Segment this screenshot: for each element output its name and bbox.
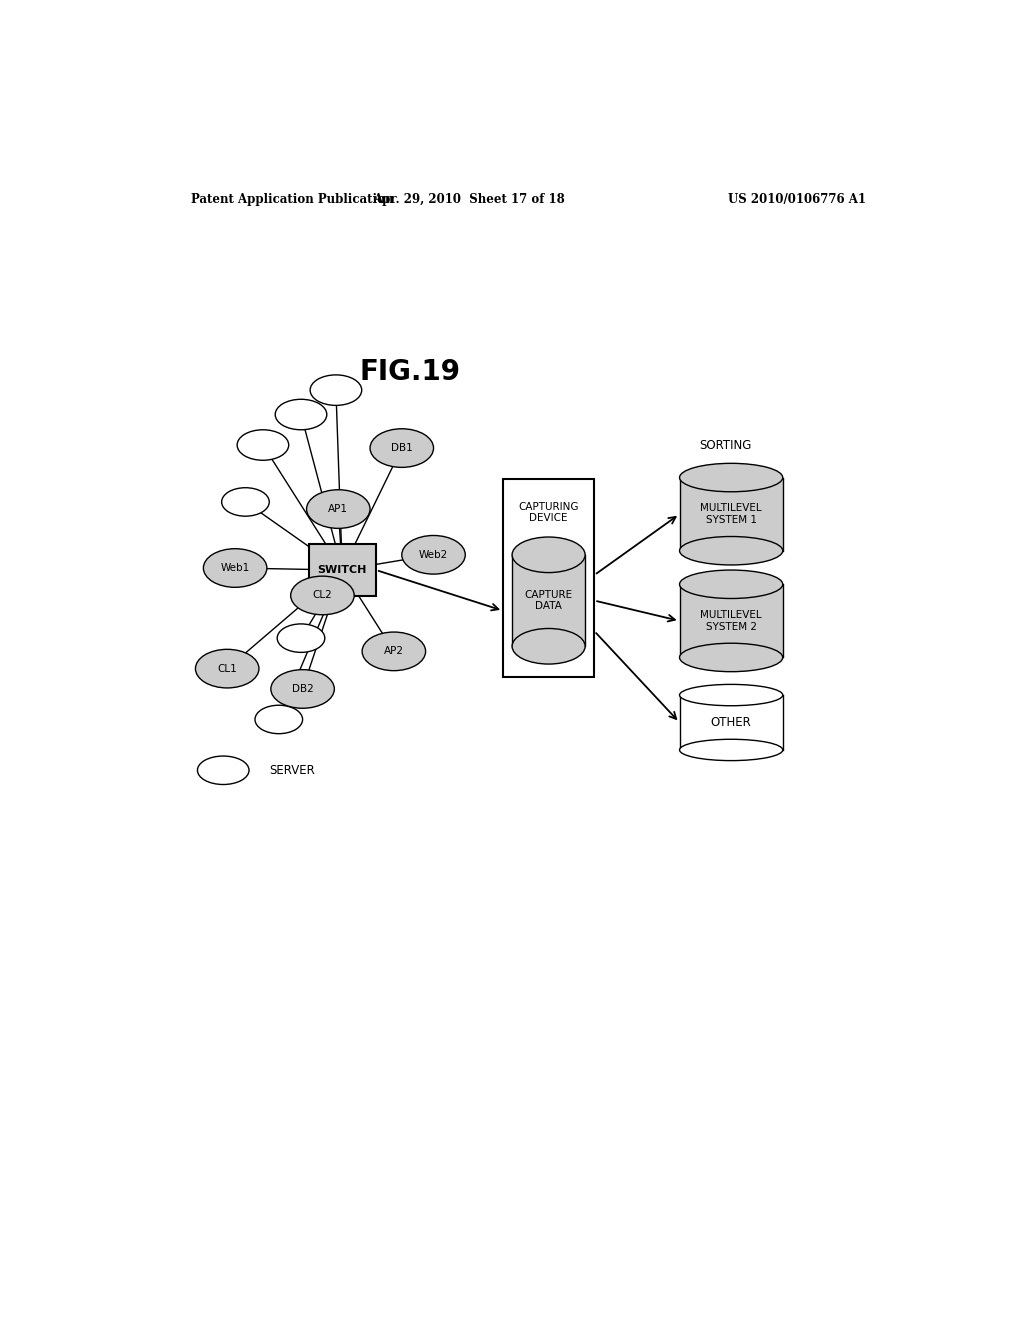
Text: OTHER: OTHER <box>711 715 752 729</box>
Text: Web2: Web2 <box>419 550 449 560</box>
Ellipse shape <box>680 463 782 492</box>
Ellipse shape <box>196 649 259 688</box>
Ellipse shape <box>255 705 303 734</box>
Ellipse shape <box>306 490 370 528</box>
Text: SORTING: SORTING <box>699 438 752 451</box>
Text: DB2: DB2 <box>292 684 313 694</box>
Text: DB1: DB1 <box>391 444 413 453</box>
Text: CAPTURE
DATA: CAPTURE DATA <box>524 590 572 611</box>
Ellipse shape <box>270 669 334 709</box>
Text: SWITCH: SWITCH <box>317 565 367 576</box>
Text: AP1: AP1 <box>329 504 348 513</box>
Text: Web1: Web1 <box>220 564 250 573</box>
Bar <box>680 478 782 550</box>
Bar <box>512 554 585 647</box>
Text: US 2010/0106776 A1: US 2010/0106776 A1 <box>728 193 866 206</box>
Ellipse shape <box>362 632 426 671</box>
Ellipse shape <box>291 576 354 615</box>
Ellipse shape <box>238 430 289 461</box>
Ellipse shape <box>680 643 782 672</box>
Text: AP2: AP2 <box>384 647 403 656</box>
Ellipse shape <box>512 537 585 573</box>
Ellipse shape <box>310 375 361 405</box>
Bar <box>308 544 376 597</box>
Ellipse shape <box>221 487 269 516</box>
Text: FIG.19: FIG.19 <box>359 358 460 385</box>
Ellipse shape <box>198 756 249 784</box>
Text: CL1: CL1 <box>217 664 238 673</box>
Ellipse shape <box>680 570 782 598</box>
Text: MULTILEVEL
SYSTEM 1: MULTILEVEL SYSTEM 1 <box>700 503 762 525</box>
Text: SERVER: SERVER <box>269 764 314 776</box>
Ellipse shape <box>680 684 782 706</box>
Ellipse shape <box>680 536 782 565</box>
Text: CL2: CL2 <box>312 590 333 601</box>
Text: Patent Application Publication: Patent Application Publication <box>191 193 394 206</box>
Ellipse shape <box>275 399 327 430</box>
Ellipse shape <box>680 739 782 760</box>
Ellipse shape <box>278 624 325 652</box>
Ellipse shape <box>204 549 267 587</box>
Ellipse shape <box>370 429 433 467</box>
Bar <box>680 696 782 750</box>
Ellipse shape <box>512 628 585 664</box>
Bar <box>680 585 782 657</box>
Text: Apr. 29, 2010  Sheet 17 of 18: Apr. 29, 2010 Sheet 17 of 18 <box>374 193 565 206</box>
Text: CAPTURING
DEVICE: CAPTURING DEVICE <box>518 502 579 524</box>
Bar <box>503 479 594 677</box>
Ellipse shape <box>401 536 465 574</box>
Text: MULTILEVEL
SYSTEM 2: MULTILEVEL SYSTEM 2 <box>700 610 762 632</box>
